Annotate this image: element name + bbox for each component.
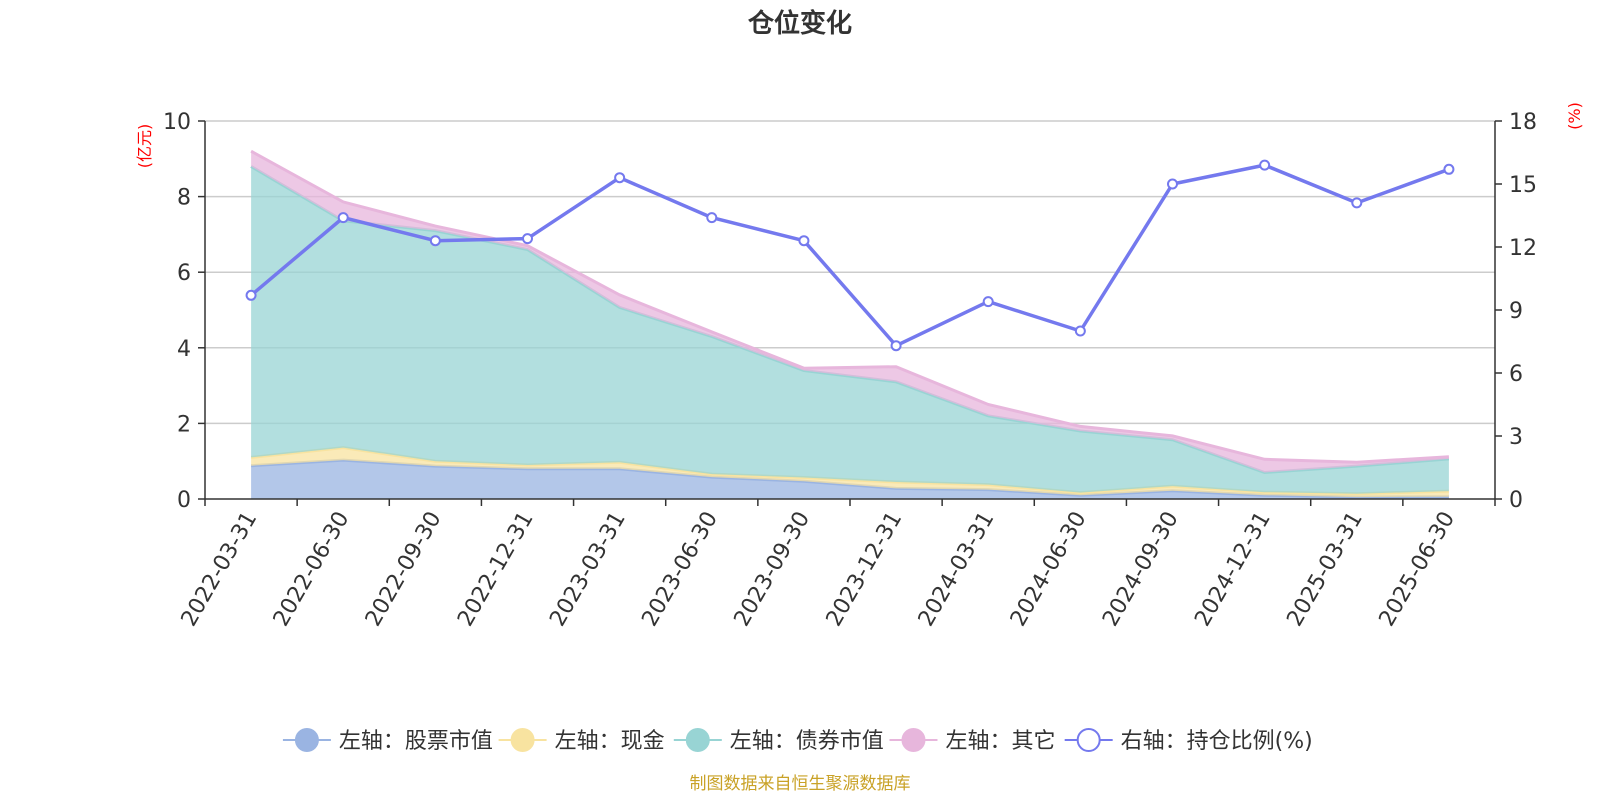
legend-item: 左轴：债券市值 [673, 728, 884, 754]
ratio-point [522, 233, 533, 245]
legend-marker-icon [901, 728, 926, 752]
legend-item: 左轴：股票市值 [282, 728, 493, 754]
ratio-point [429, 235, 441, 247]
right-tick-label: 9 [1509, 299, 1523, 324]
legend-marker-icon [510, 728, 535, 752]
x-tick-label: 2024-03-31 [914, 508, 1000, 631]
x-tick-label: 2024-06-30 [1006, 508, 1092, 631]
right-axis-unit: (%) [1565, 102, 1584, 130]
left-tick-label: 8 [177, 186, 191, 211]
ratio-point [614, 172, 626, 184]
chart-title: 仓位变化 [747, 8, 852, 39]
right-tick-label: 12 [1509, 236, 1537, 261]
x-tick-label: 2023-12-31 [822, 508, 908, 631]
legend-item: 左轴：现金 [498, 728, 665, 754]
x-tick-label: 2024-12-31 [1190, 508, 1276, 631]
legend: 左轴：股票市值 左轴：现金 左轴：债券市值 左轴：其它 右轴：持仓比例(%) [282, 728, 1313, 754]
ratio-point [890, 340, 902, 352]
ratio-point [245, 289, 257, 301]
right-tick-label: 0 [1509, 488, 1523, 513]
ratio-point [798, 235, 810, 247]
legend-marker-icon [1076, 728, 1101, 752]
legend-label: 左轴：其它 [945, 729, 1055, 754]
x-tick-label: 2022-03-31 [177, 508, 263, 631]
x-tick-label: 2023-09-30 [730, 508, 816, 631]
ratio-point [1167, 178, 1178, 190]
source-note: 制图数据来自恒生聚源数据库 [690, 774, 911, 794]
legend-label: 左轴：债券市值 [730, 729, 884, 754]
legend-item: 右轴：持仓比例(%) [1064, 728, 1313, 754]
ratio-point [1351, 197, 1363, 209]
left-tick-label: 4 [177, 337, 191, 362]
right-tick-label: 3 [1509, 425, 1523, 450]
left-tick-label: 6 [177, 261, 191, 286]
right-tick-label: 15 [1509, 173, 1537, 198]
x-tick-label: 2024-09-30 [1098, 508, 1184, 631]
x-tick-label: 2022-06-30 [269, 508, 355, 631]
left-tick-label: 0 [177, 488, 191, 513]
legend-marker-icon [294, 728, 319, 752]
ratio-line [245, 159, 1455, 352]
left-axis-unit: (亿元) [135, 124, 154, 169]
x-tick-label: 2023-06-30 [637, 508, 723, 631]
x-tick-label: 2022-09-30 [361, 508, 447, 631]
right-tick-label: 6 [1509, 362, 1523, 387]
legend-label: 右轴：持仓比例(%) [1121, 729, 1313, 754]
left-tick-label: 2 [177, 412, 191, 437]
legend-label: 左轴：现金 [555, 729, 665, 754]
legend-label: 左轴：股票市值 [339, 729, 493, 754]
area-series-2 [251, 166, 1449, 494]
x-tick-label: 2022-12-31 [453, 508, 539, 631]
ratio-point [1443, 163, 1455, 175]
x-tick-label: 2025-06-30 [1375, 508, 1461, 631]
left-tick-label: 10 [163, 110, 191, 135]
ratio-point [1074, 325, 1086, 337]
stacked-areas [250, 149, 1450, 499]
ratio-point [982, 296, 994, 308]
right-tick-label: 18 [1509, 110, 1537, 135]
x-tick-label: 2023-03-31 [545, 508, 631, 631]
ratio-line-path [249, 163, 1450, 348]
ratio-point [706, 212, 718, 224]
x-tick-label: 2025-03-31 [1282, 508, 1368, 631]
ratio-point [337, 212, 349, 224]
area-edge-series-3 [250, 149, 1449, 464]
ratio-point [1259, 159, 1271, 171]
legend-marker-icon [685, 728, 710, 752]
legend-item: 左轴：其它 [889, 728, 1055, 754]
